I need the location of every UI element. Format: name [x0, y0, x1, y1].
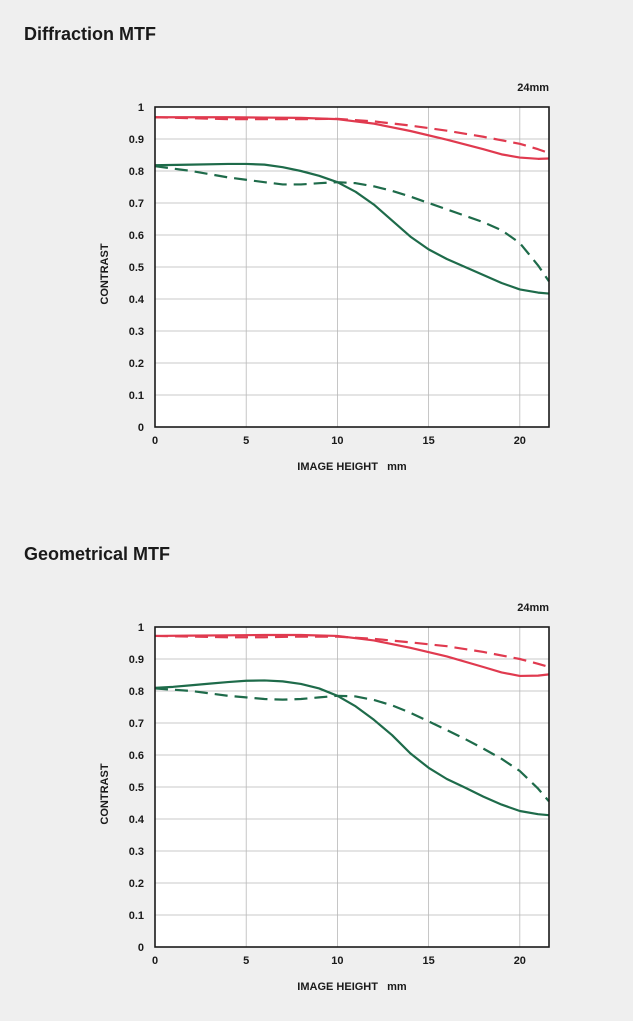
x-tick-label: 5	[243, 435, 249, 447]
series-line-1	[154, 634, 550, 669]
y-tick-label: 0.9	[129, 654, 144, 666]
series-line-3	[154, 165, 550, 283]
x-tick-label: 10	[331, 435, 343, 447]
y-tick-label: 0.6	[129, 750, 144, 762]
x-tick-label: 0	[152, 435, 158, 447]
y-tick-label: 0.1	[129, 910, 144, 922]
y-tick-label: 0.3	[129, 326, 144, 338]
y-tick-label: 1	[138, 102, 144, 114]
x-axis-label: IMAGE HEIGHT mm	[297, 981, 407, 993]
series-line-2	[154, 679, 550, 817]
plot-frame	[154, 626, 550, 948]
focal-length-label: 24mm	[517, 82, 549, 94]
x-tick-label: 15	[422, 435, 434, 447]
y-tick-label: 0.8	[129, 166, 144, 178]
x-axis-label: IMAGE HEIGHT mm	[297, 461, 407, 473]
plot-frame	[154, 106, 550, 428]
series-line-1	[154, 116, 550, 155]
y-tick-label: 0.4	[129, 294, 145, 306]
y-tick-label: 0	[138, 422, 144, 434]
section-title-diffraction: Diffraction MTF	[24, 24, 156, 44]
x-tick-label: 15	[422, 955, 434, 967]
y-tick-label: 0.4	[129, 814, 145, 826]
y-tick-label: 1	[138, 622, 144, 634]
x-tick-label: 20	[514, 955, 526, 967]
y-tick-label: 0.2	[129, 878, 144, 890]
diffraction-mtf-chart: 00.10.20.30.40.50.60.70.80.910 5 10 15 2024m…	[99, 82, 550, 473]
series-line-0	[155, 116, 550, 160]
x-tick-label: 5	[243, 955, 249, 967]
section-title-geometrical: Geometrical MTF	[24, 544, 171, 564]
x-tick-label: 20	[514, 435, 526, 447]
y-tick-label: 0.3	[129, 846, 144, 858]
y-tick-label: 0.8	[129, 686, 144, 698]
y-tick-label: 0.5	[129, 782, 144, 794]
x-tick-label: 0	[152, 955, 158, 967]
y-tick-label: 0.7	[129, 718, 144, 730]
y-axis-label: CONTRAST	[99, 243, 111, 304]
x-tick-label: 10	[331, 955, 343, 967]
focal-length-label: 24mm	[517, 602, 549, 614]
series-line-3	[154, 687, 550, 803]
y-tick-label: 0.9	[129, 134, 144, 146]
y-tick-label: 0.7	[129, 198, 144, 210]
y-axis-label: CONTRAST	[99, 763, 111, 824]
series-line-0	[154, 633, 550, 678]
y-tick-label: 0.6	[129, 230, 144, 242]
y-tick-label: 0.5	[129, 262, 144, 274]
y-tick-label: 0.1	[129, 390, 144, 402]
series-line-2	[154, 162, 550, 295]
geometrical-mtf-chart: 00.10.20.30.40.50.60.70.80.910 5 10 15 2024m…	[99, 602, 550, 993]
y-tick-label: 0	[138, 942, 144, 954]
y-tick-label: 0.2	[129, 358, 144, 370]
